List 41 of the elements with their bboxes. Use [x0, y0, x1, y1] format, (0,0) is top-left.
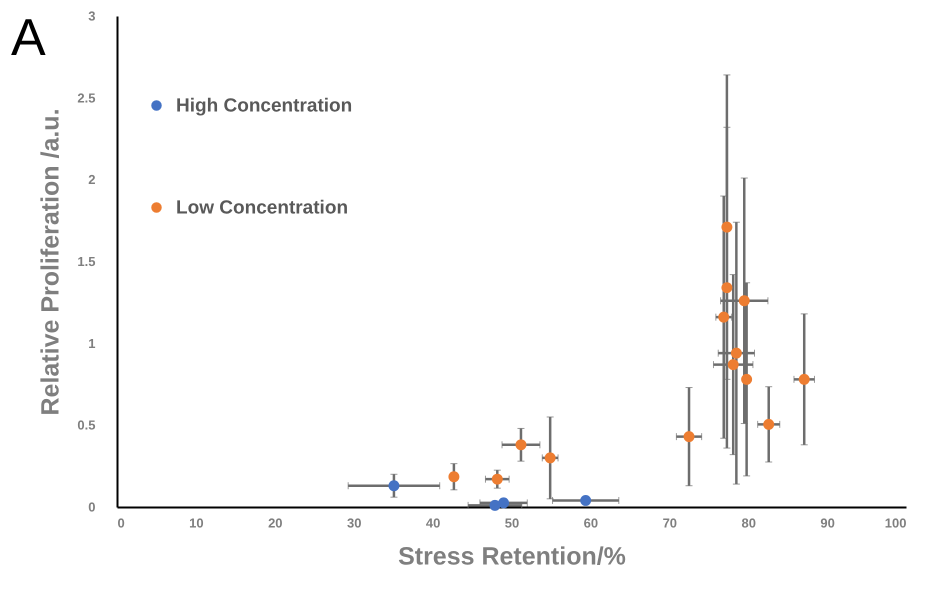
x-tick-label: 100	[884, 516, 906, 530]
x-tick-label: 0	[118, 516, 125, 530]
x-tick-label: 50	[504, 516, 520, 530]
point	[448, 471, 460, 482]
point	[580, 494, 592, 506]
y-tick-label: 3	[88, 8, 96, 24]
point	[798, 374, 810, 385]
point	[544, 452, 556, 464]
y-tick-label: 0.5	[77, 418, 96, 433]
x-tick-label: 60	[584, 516, 598, 530]
point	[728, 359, 739, 370]
point	[684, 431, 694, 442]
point	[489, 500, 500, 511]
chart-title: A	[11, 9, 46, 67]
point	[763, 418, 774, 430]
y-tick-label: 1	[88, 336, 96, 351]
point	[718, 312, 730, 323]
y-tick-label: 1.5	[77, 254, 96, 269]
y-tick-label: 2	[88, 172, 96, 188]
point	[721, 222, 732, 233]
point	[741, 374, 752, 385]
point	[738, 295, 750, 306]
point	[515, 439, 526, 450]
x-tick-label: 10	[189, 516, 204, 530]
point	[730, 348, 742, 359]
y-tick-label: 2.5	[77, 90, 96, 106]
y-tick-label: 0	[88, 500, 96, 514]
point	[388, 480, 400, 492]
x-tick-label: 30	[346, 516, 362, 530]
x-axis-title: Stress Retention/%	[398, 542, 626, 570]
legend-label: High Concentration	[176, 96, 352, 116]
x-tick-label: 40	[426, 516, 440, 530]
x-tick-label: 90	[820, 516, 835, 530]
point	[492, 474, 503, 485]
y-axis-title: Relative Proliferation /a.u.	[36, 108, 64, 416]
x-tick-label: 70	[662, 516, 678, 530]
point	[498, 497, 510, 508]
legend-label: Low Concentration	[176, 198, 348, 218]
point	[721, 282, 732, 294]
x-tick-label: 20	[268, 516, 283, 530]
x-tick-label: 80	[741, 516, 756, 530]
